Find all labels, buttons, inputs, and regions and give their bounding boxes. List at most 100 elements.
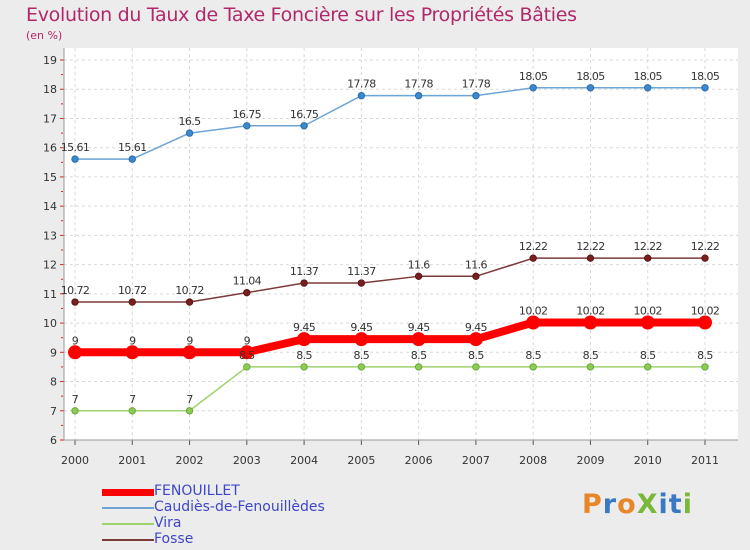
data-label-caudies-de-fenouilledes: 16.75 — [233, 108, 262, 121]
data-label-vira: 8.5 — [640, 349, 656, 362]
x-tick-label: 2000 — [61, 454, 89, 467]
legend-swatch — [102, 523, 154, 525]
data-label-caudies-de-fenouilledes: 16.5 — [178, 115, 201, 128]
y-tick-label: 16 — [43, 142, 57, 155]
y-tick-label: 10 — [43, 317, 57, 330]
data-point-vira — [644, 363, 652, 371]
data-point-caudies-de-fenouilledes — [300, 122, 308, 130]
data-label-vira: 8.5 — [411, 349, 427, 362]
data-label-caudies-de-fenouilledes: 18.05 — [633, 70, 662, 83]
series-line-vira — [75, 366, 705, 412]
data-point-fosse — [128, 298, 136, 306]
y-tick-label: 12 — [43, 259, 57, 272]
data-point-fenouillet — [468, 332, 483, 347]
data-label-caudies-de-fenouilledes: 15.61 — [118, 141, 147, 154]
data-label-fenouillet: 10.02 — [691, 304, 720, 317]
data-label-fosse: 12.22 — [633, 240, 662, 253]
data-point-caudies-de-fenouilledes — [243, 122, 251, 130]
legend-label: Caudiès-de-Fenouillèdes — [154, 499, 325, 515]
series-line-caudies-de-fenouilledes — [75, 87, 705, 160]
data-point-fenouillet — [583, 315, 598, 330]
data-point-fenouillet — [526, 315, 541, 330]
data-point-vira — [414, 363, 423, 371]
data-label-caudies-de-fenouilledes: 17.78 — [462, 78, 491, 91]
data-point-vira — [71, 407, 79, 415]
axis-layer: 6 7 8 9 10 11 12 13 14 15 16 17 18 19 2000 2001 2002 2003… — [43, 48, 738, 467]
data-point-vira — [472, 363, 480, 371]
plot-background — [64, 48, 738, 440]
data-label-vira: 7 — [129, 393, 136, 406]
data-point-fosse — [644, 254, 652, 262]
data-label-fenouillet: 9 — [244, 334, 251, 347]
y-tick-label: 14 — [43, 200, 57, 213]
data-label-caudies-de-fenouilledes: 17.78 — [404, 78, 433, 91]
y-tick-label: 8 — [50, 376, 57, 389]
data-point-fosse — [300, 279, 308, 287]
x-tick-label: 2003 — [233, 454, 261, 467]
data-point-fenouillet — [182, 345, 197, 360]
data-label-fenouillet: 9 — [129, 334, 136, 347]
data-label-vira: 7 — [72, 393, 79, 406]
logo-letter: r — [602, 489, 618, 520]
y-tick-label: 11 — [43, 288, 57, 301]
data-label-fosse: 11.6 — [465, 258, 488, 271]
data-label-layer: 15.61 15.61 16.5 16.75 16.75 17.78 17.78 17.78 1… — [61, 70, 721, 406]
x-tick-label: 2010 — [634, 454, 662, 467]
data-point-vira — [243, 363, 251, 371]
logo-letter: X — [636, 489, 659, 520]
legend-label: Fosse — [154, 531, 194, 547]
data-label-fosse: 11.6 — [408, 258, 431, 271]
data-point-caudies-de-fenouilledes — [644, 84, 652, 92]
data-label-vira: 8.5 — [525, 349, 541, 362]
series-line-fosse — [75, 257, 705, 303]
legend-label: FENOUILLET — [154, 483, 240, 499]
data-point-caudies-de-fenouilledes — [357, 91, 366, 100]
data-label-caudies-de-fenouilledes: 18.05 — [519, 70, 548, 83]
data-point-caudies-de-fenouilledes — [71, 155, 79, 163]
data-label-fenouillet: 10.02 — [576, 304, 605, 317]
x-tick-label: 2001 — [118, 454, 146, 467]
data-point-fosse — [243, 288, 251, 297]
y-tick-label: 18 — [43, 83, 57, 96]
data-point-fenouillet — [698, 315, 712, 330]
data-point-fenouillet — [640, 315, 655, 330]
data-point-vira — [586, 363, 595, 371]
data-point-fenouillet — [239, 345, 254, 360]
logo-letter: P — [582, 489, 603, 520]
data-label-fosse: 11.04 — [233, 275, 262, 288]
data-label-fenouillet: 10.02 — [633, 304, 662, 317]
data-point-fenouillet — [68, 345, 82, 360]
data-label-caudies-de-fenouilledes: 16.75 — [290, 108, 319, 121]
y-tick-label: 15 — [43, 171, 57, 184]
x-tick-label: 2007 — [462, 454, 490, 467]
data-label-vira: 8.5 — [697, 349, 713, 362]
logo-letter: t — [668, 489, 683, 520]
data-point-caudies-de-fenouilledes — [128, 155, 136, 163]
data-point-vira — [185, 407, 194, 415]
x-tick-label: 2006 — [405, 454, 433, 467]
data-label-caudies-de-fenouilledes: 17.78 — [347, 78, 376, 91]
data-point-caudies-de-fenouilledes — [185, 129, 194, 137]
logo-letter: i — [658, 489, 669, 520]
data-label-fosse: 10.72 — [61, 284, 90, 297]
x-tick-label: 2008 — [519, 454, 547, 467]
data-point-fosse — [529, 254, 537, 262]
data-label-fosse: 12.22 — [519, 240, 548, 253]
y-tick-label: 17 — [43, 112, 57, 125]
data-label-fosse: 12.22 — [576, 240, 605, 253]
data-label-fosse: 11.37 — [290, 265, 319, 278]
chart-unit-label: (en %) — [26, 29, 63, 42]
x-tick-label: 2009 — [576, 454, 604, 467]
data-label-fosse: 11.37 — [347, 265, 376, 278]
data-label-fenouillet: 9.45 — [293, 321, 316, 334]
data-point-caudies-de-fenouilledes — [529, 84, 537, 92]
x-tick-label: 2004 — [290, 454, 318, 467]
data-point-fenouillet — [411, 332, 426, 347]
data-label-vira: 8.5 — [354, 349, 370, 362]
legend-swatch — [102, 507, 154, 509]
data-point-caudies-de-fenouilledes — [586, 84, 595, 92]
data-label-caudies-de-fenouilledes: 15.61 — [61, 141, 90, 154]
data-point-vira — [300, 363, 308, 371]
data-label-fenouillet: 9.45 — [350, 321, 373, 334]
data-label-fosse: 12.22 — [691, 240, 720, 253]
